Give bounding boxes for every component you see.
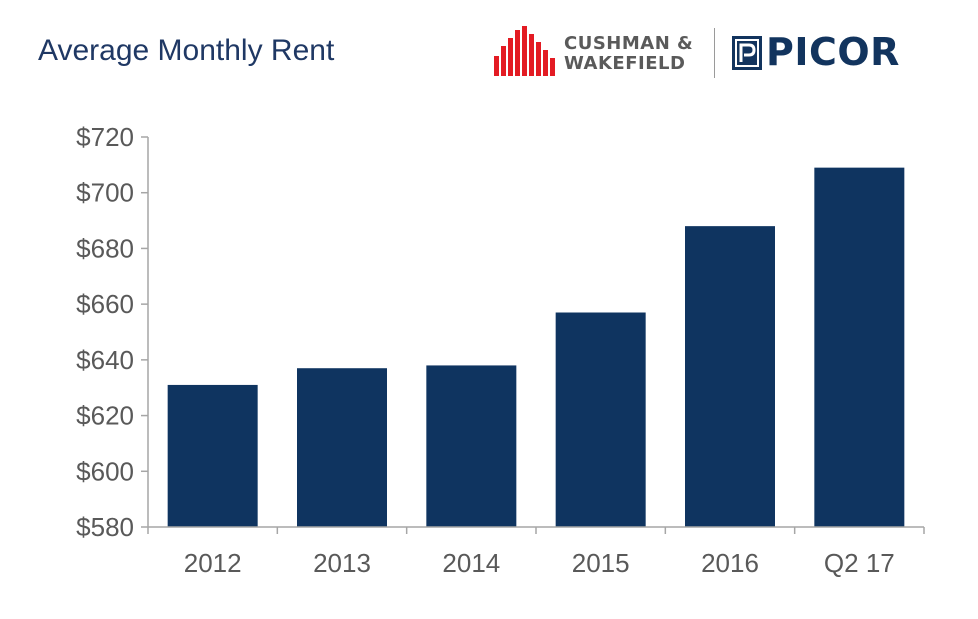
bar-2012 [167, 384, 258, 527]
bar-2016 [685, 226, 775, 527]
cushman-wakefield-logo-icon [494, 26, 555, 76]
y-tick-label: $660 [76, 289, 134, 319]
x-tick-label: 2014 [442, 548, 500, 578]
logo-divider [714, 28, 715, 78]
logos: CUSHMAN & WAKEFIELD PICOR [494, 26, 934, 82]
y-tick-label: $640 [76, 345, 134, 375]
x-tick-label: 2013 [313, 548, 371, 578]
x-tick-label: 2012 [184, 548, 242, 578]
picor-logo-icon [732, 36, 762, 70]
x-tick-label: 2016 [701, 548, 759, 578]
x-tick-label: Q2 17 [824, 548, 895, 578]
picor-wordmark: PICOR [766, 30, 900, 74]
cushman-line: CUSHMAN & [564, 33, 694, 54]
bar-2015 [555, 312, 646, 527]
y-tick-label: $700 [76, 178, 134, 208]
bar-q2-17 [814, 167, 905, 527]
x-tick-label: 2015 [572, 548, 630, 578]
bar-2013 [297, 368, 387, 527]
chart-title: Average Monthly Rent [38, 34, 335, 67]
y-tick-label: $720 [76, 122, 134, 152]
wakefield-line: WAKEFIELD [564, 53, 686, 74]
cushman-wakefield-wordmark: CUSHMAN & WAKEFIELD [564, 34, 693, 74]
y-tick-label: $680 [76, 233, 134, 263]
bar-2014 [426, 365, 517, 527]
y-tick-label: $580 [76, 512, 134, 542]
y-tick-label: $600 [76, 456, 134, 486]
y-tick-label: $620 [76, 401, 134, 431]
